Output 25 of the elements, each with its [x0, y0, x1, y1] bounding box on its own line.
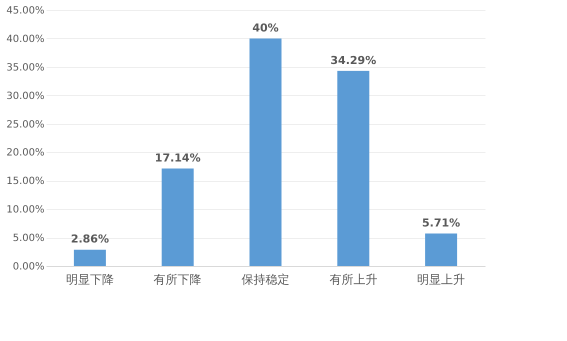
x-tick-label: 明显下降 — [66, 272, 114, 286]
x-tick-label: 有所上升 — [329, 272, 378, 286]
y-tick-label: 30.00% — [6, 90, 44, 102]
data-label: 5.71% — [422, 216, 460, 230]
data-label: 17.14% — [154, 151, 201, 164]
x-tick-label: 有所下降 — [154, 272, 202, 286]
y-tick-label: 40.00% — [6, 34, 44, 45]
y-tick-label: 15.00% — [6, 176, 44, 188]
y-tick-label: 10.00% — [6, 204, 44, 216]
y-tick-label: 45.00% — [6, 6, 44, 16]
y-tick-label: 0.00% — [12, 262, 44, 272]
y-tick-label: 5.00% — [12, 233, 44, 244]
data-label: 2.86% — [70, 232, 109, 246]
x-tick-label: 保持稳定 — [242, 272, 290, 286]
data-label: 40% — [252, 21, 279, 34]
x-tick-label: 明显上升 — [417, 272, 466, 286]
y-tick-label: 25.00% — [6, 119, 44, 130]
y-tick-label: 35.00% — [6, 62, 44, 74]
bar — [74, 250, 106, 266]
bar — [337, 70, 370, 266]
data-label: 34.29% — [330, 54, 376, 67]
y-tick-label: 20.00% — [6, 148, 44, 159]
bar — [162, 168, 194, 266]
bar — [250, 38, 282, 266]
bar — [425, 234, 458, 266]
